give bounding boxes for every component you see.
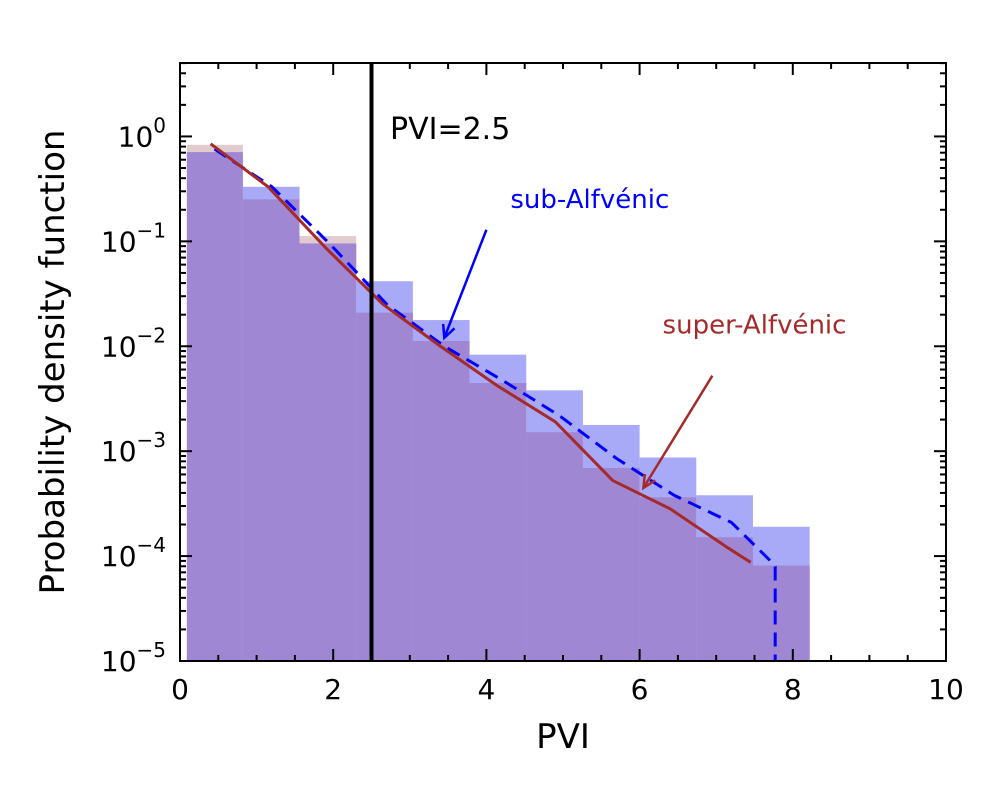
y-tick-label: 10−5	[101, 638, 166, 678]
annotation-arrowhead	[641, 473, 656, 491]
overlap-bar	[412, 341, 470, 661]
annotation-arrow	[443, 229, 488, 339]
annotation-arrow	[642, 375, 714, 489]
annotation-label: super-Alfvénic	[663, 311, 847, 341]
overlap-bar	[582, 467, 640, 661]
overlap-bar	[696, 537, 753, 661]
series-0-curve	[213, 147, 777, 661]
plot-frame	[179, 62, 947, 662]
series-1-curve	[209, 142, 752, 564]
x-tick-label: 0	[171, 673, 189, 706]
x-tick-label: 6	[631, 673, 649, 706]
overlap-bars	[186, 152, 810, 661]
overlap-bar	[242, 199, 300, 661]
x-tick-label: 8	[784, 673, 802, 706]
x-axis-title: PVI	[536, 717, 590, 757]
x-tick-label: 2	[324, 673, 342, 706]
y-tick-label: 10−3	[101, 428, 166, 468]
overlap-bar	[299, 243, 357, 661]
y-tick-label: 100	[118, 113, 166, 153]
annotation-arrowhead	[441, 323, 456, 341]
overlap-bar	[639, 497, 697, 661]
x-tick-label: 4	[477, 673, 495, 706]
y-tick-label: 10−4	[101, 533, 166, 573]
y-axis-title: Probability density function	[33, 130, 73, 595]
x-tick-label: 10	[928, 673, 964, 706]
threshold-label: PVI=2.5	[390, 112, 510, 147]
y-tick-label: 10−1	[101, 218, 166, 258]
overlap-bar	[356, 312, 413, 661]
annotation-label: sub-Alfvénic	[510, 185, 669, 215]
overlap-bar	[469, 382, 527, 661]
overlap-bar	[526, 432, 583, 661]
overlap-bar	[752, 565, 810, 661]
y-tick-label: 10−2	[101, 323, 166, 363]
overlap-bar	[186, 152, 243, 661]
